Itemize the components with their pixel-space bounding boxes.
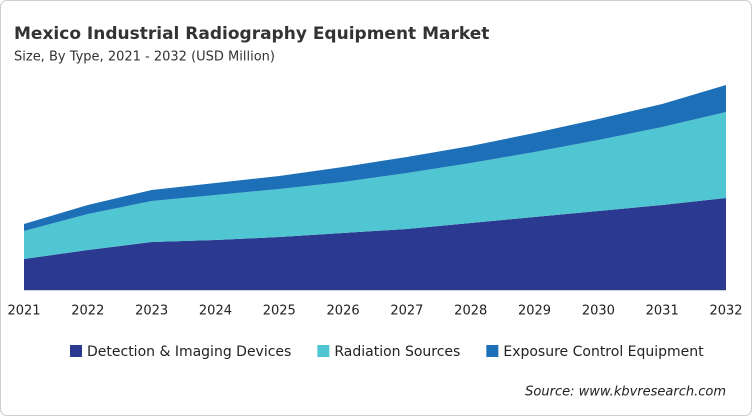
area — [24, 85, 726, 231]
x-tick-label: 2023 — [135, 304, 168, 319]
x-tick-label: 2026 — [327, 304, 360, 319]
x-tick-label: 2030 — [582, 304, 615, 319]
chart-subtitle: Size, By Type, 2021 - 2032 (USD Million) — [14, 50, 275, 65]
x-tick-label: 2028 — [454, 304, 487, 319]
legend-swatch — [486, 345, 499, 357]
x-tick-label: 2021 — [7, 304, 40, 319]
x-tick-label: 2031 — [646, 304, 679, 319]
x-tick-label: 2027 — [390, 304, 423, 319]
x-tick-label: 2025 — [263, 304, 296, 319]
legend: Detection & Imaging Devices Radiation Sou… — [70, 344, 704, 360]
area — [24, 198, 726, 290]
legend-label: Detection & Imaging Devices — [87, 344, 291, 360]
source-note: Source: www.kbvresearch.com — [525, 385, 726, 400]
legend-label: Exposure Control Equipment — [503, 344, 704, 360]
plot-area — [24, 85, 726, 290]
legend-swatch — [317, 345, 330, 357]
x-tick-label: 2024 — [199, 304, 232, 319]
chart-title: Mexico Industrial Radiography Equipment … — [14, 24, 489, 44]
area — [24, 112, 726, 259]
x-tick-label: 2032 — [709, 304, 742, 319]
legend-swatch — [70, 345, 82, 357]
legend-label: Radiation Sources — [334, 344, 460, 360]
x-tick-label: 2029 — [518, 304, 551, 319]
x-tick-label: 2022 — [71, 304, 104, 319]
